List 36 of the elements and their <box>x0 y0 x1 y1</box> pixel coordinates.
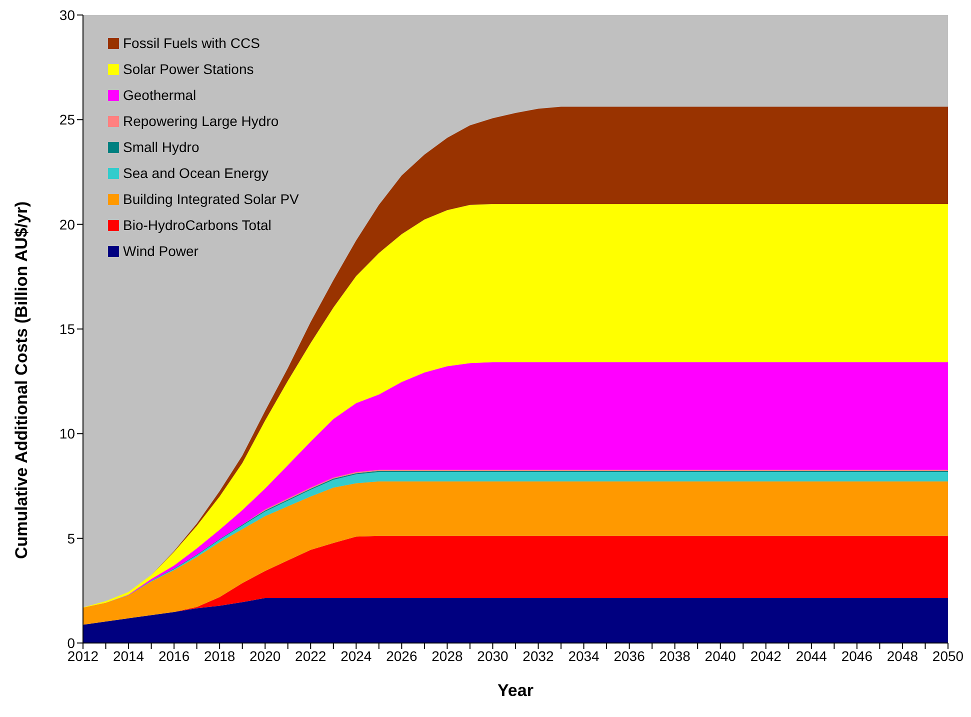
legend-label: Fossil Fuels with CCS <box>123 35 260 51</box>
y-tick-label: 20 <box>59 216 76 232</box>
x-tick-label: 2024 <box>340 648 372 664</box>
x-tick-label: 2022 <box>295 648 326 664</box>
x-tick-label: 2038 <box>659 648 691 664</box>
x-tick-label: 2014 <box>112 648 144 664</box>
x-tick-label: 2020 <box>250 648 281 664</box>
legend-label: Bio-HydroCarbons Total <box>123 217 272 233</box>
y-tick-label: 30 <box>59 6 76 23</box>
x-tick-label: 2050 <box>932 648 964 664</box>
x-tick-label: 2028 <box>432 648 463 664</box>
x-tick-label: 2016 <box>158 648 190 664</box>
legend-label: Sea and Ocean Energy <box>123 165 269 181</box>
y-tick-label: 5 <box>67 530 76 546</box>
x-axis-title: Year <box>498 681 534 700</box>
x-tick-label: 2032 <box>522 648 554 664</box>
x-tick-label: 2044 <box>796 648 828 664</box>
x-tick-label: 2018 <box>204 648 236 664</box>
x-tick-label: 2026 <box>386 648 418 664</box>
y-tick-label: 10 <box>59 426 76 442</box>
legend-label: Repowering Large Hydro <box>123 113 279 129</box>
x-tick-label: 2034 <box>568 648 600 664</box>
y-axis-title: Cumulative Additional Costs (Billion AU$/yr) <box>12 201 32 559</box>
x-tick-label: 2040 <box>704 648 736 664</box>
legend-label: Small Hydro <box>123 139 200 155</box>
legend-label: Building Integrated Solar PV <box>123 191 299 207</box>
legend-label: Geothermal <box>123 87 196 103</box>
y-tick-label: 25 <box>59 112 76 128</box>
x-tick-label: 2046 <box>841 648 873 664</box>
x-tick-label: 2036 <box>614 648 646 664</box>
y-tick-label: 15 <box>59 320 76 337</box>
legend-label: Solar Power Stations <box>123 61 254 77</box>
x-tick-label: 2048 <box>886 648 918 664</box>
x-tick-label: 2042 <box>750 648 782 664</box>
legend-label: Wind Power <box>123 243 198 259</box>
x-tick-label: 2030 <box>477 648 509 664</box>
